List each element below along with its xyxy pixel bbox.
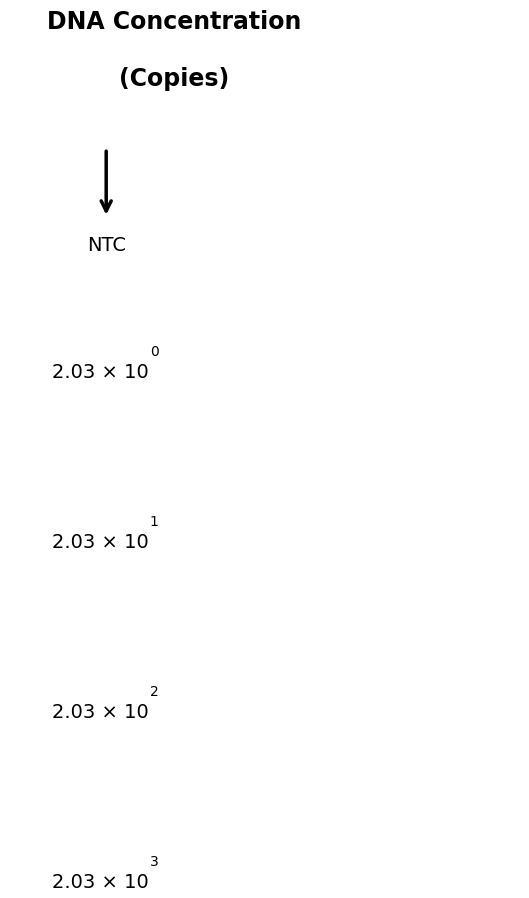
Text: 2.03 × 10: 2.03 × 10: [52, 363, 149, 382]
Polygon shape: [317, 172, 399, 287]
Text: 2.03 × 10: 2.03 × 10: [52, 873, 149, 892]
Text: 0: 0: [150, 345, 158, 359]
Polygon shape: [232, 751, 267, 762]
Polygon shape: [321, 542, 396, 628]
Polygon shape: [208, 172, 290, 287]
Text: 1: 1: [150, 515, 159, 529]
Polygon shape: [430, 542, 505, 628]
Polygon shape: [341, 751, 376, 762]
Text: 2: 2: [150, 685, 158, 699]
Polygon shape: [209, 354, 289, 457]
Polygon shape: [318, 354, 398, 457]
Text: 3: 3: [150, 855, 158, 869]
Polygon shape: [450, 751, 485, 762]
Polygon shape: [428, 354, 507, 457]
Text: NTC: NTC: [87, 236, 126, 255]
Text: (Copies): (Copies): [120, 66, 230, 91]
Text: DNA Concentration: DNA Concentration: [48, 11, 302, 34]
Text: 2.03 × 10: 2.03 × 10: [52, 533, 149, 551]
Polygon shape: [426, 172, 509, 287]
Text: 2.03 × 10: 2.03 × 10: [52, 702, 149, 722]
Polygon shape: [212, 542, 287, 628]
